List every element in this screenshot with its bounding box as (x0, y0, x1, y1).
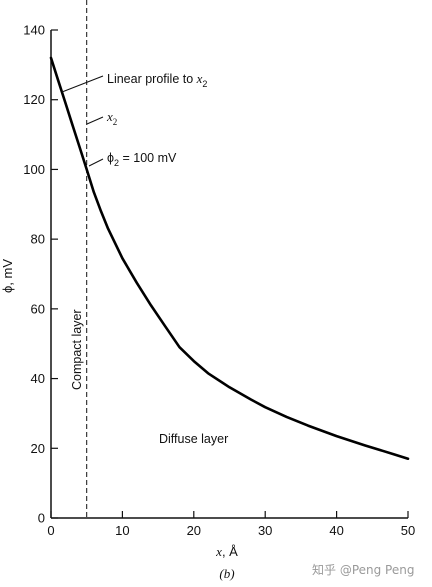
phi2-annotation: ϕ2 = 100 mV (107, 151, 177, 168)
x-tick-label: 0 (47, 523, 54, 538)
y-tick-label: 140 (23, 23, 45, 38)
x-tick-label: 30 (258, 523, 272, 538)
y-tick-label: 80 (31, 232, 45, 247)
linear-profile-sub: 2 (202, 79, 207, 89)
x-axis-var: x (215, 544, 222, 559)
caption: (b) (219, 566, 234, 581)
y-tick-label: 0 (38, 511, 45, 526)
linear-profile-var: x (196, 71, 203, 86)
phi2-sub: 2 (114, 158, 119, 168)
x-tick-label: 50 (401, 523, 415, 538)
x-axis-unit: , Å (222, 544, 238, 559)
y-tick-label: 120 (23, 92, 45, 107)
y-tick-label: 40 (31, 371, 45, 386)
y-tick-label: 100 (23, 162, 45, 177)
potential-profile-curve (49, 56, 410, 460)
axes (50, 30, 408, 519)
x-tick-label: 20 (187, 523, 201, 538)
diffuse-layer-label: Diffuse layer (159, 432, 228, 446)
phi2-leader-line (88, 158, 104, 167)
x2-sub: 2 (113, 117, 118, 127)
y-tick-label: 20 (31, 441, 45, 456)
x-axis-label: x, Å (215, 544, 238, 559)
x-tick-label: 10 (115, 523, 129, 538)
compact-layer-label: Compact layer (70, 309, 84, 390)
phi2-value: = 100 mV (119, 151, 177, 165)
watermark: 知乎 @Peng Peng (312, 563, 414, 577)
y-axis-label: ϕ, mV (0, 259, 15, 293)
y-ticks: 0 20 40 60 80 100 120 140 (23, 23, 58, 526)
linear-profile-leader-line (61, 75, 104, 93)
linear-profile-annotation: Linear profile to x2 (107, 71, 207, 89)
y-tick-label: 60 (31, 301, 45, 316)
x2-leader-line (86, 116, 104, 125)
x2-annotation: x2 (106, 109, 117, 127)
x-ticks: 0 10 20 30 40 50 (47, 511, 415, 538)
x-tick-label: 40 (329, 523, 343, 538)
